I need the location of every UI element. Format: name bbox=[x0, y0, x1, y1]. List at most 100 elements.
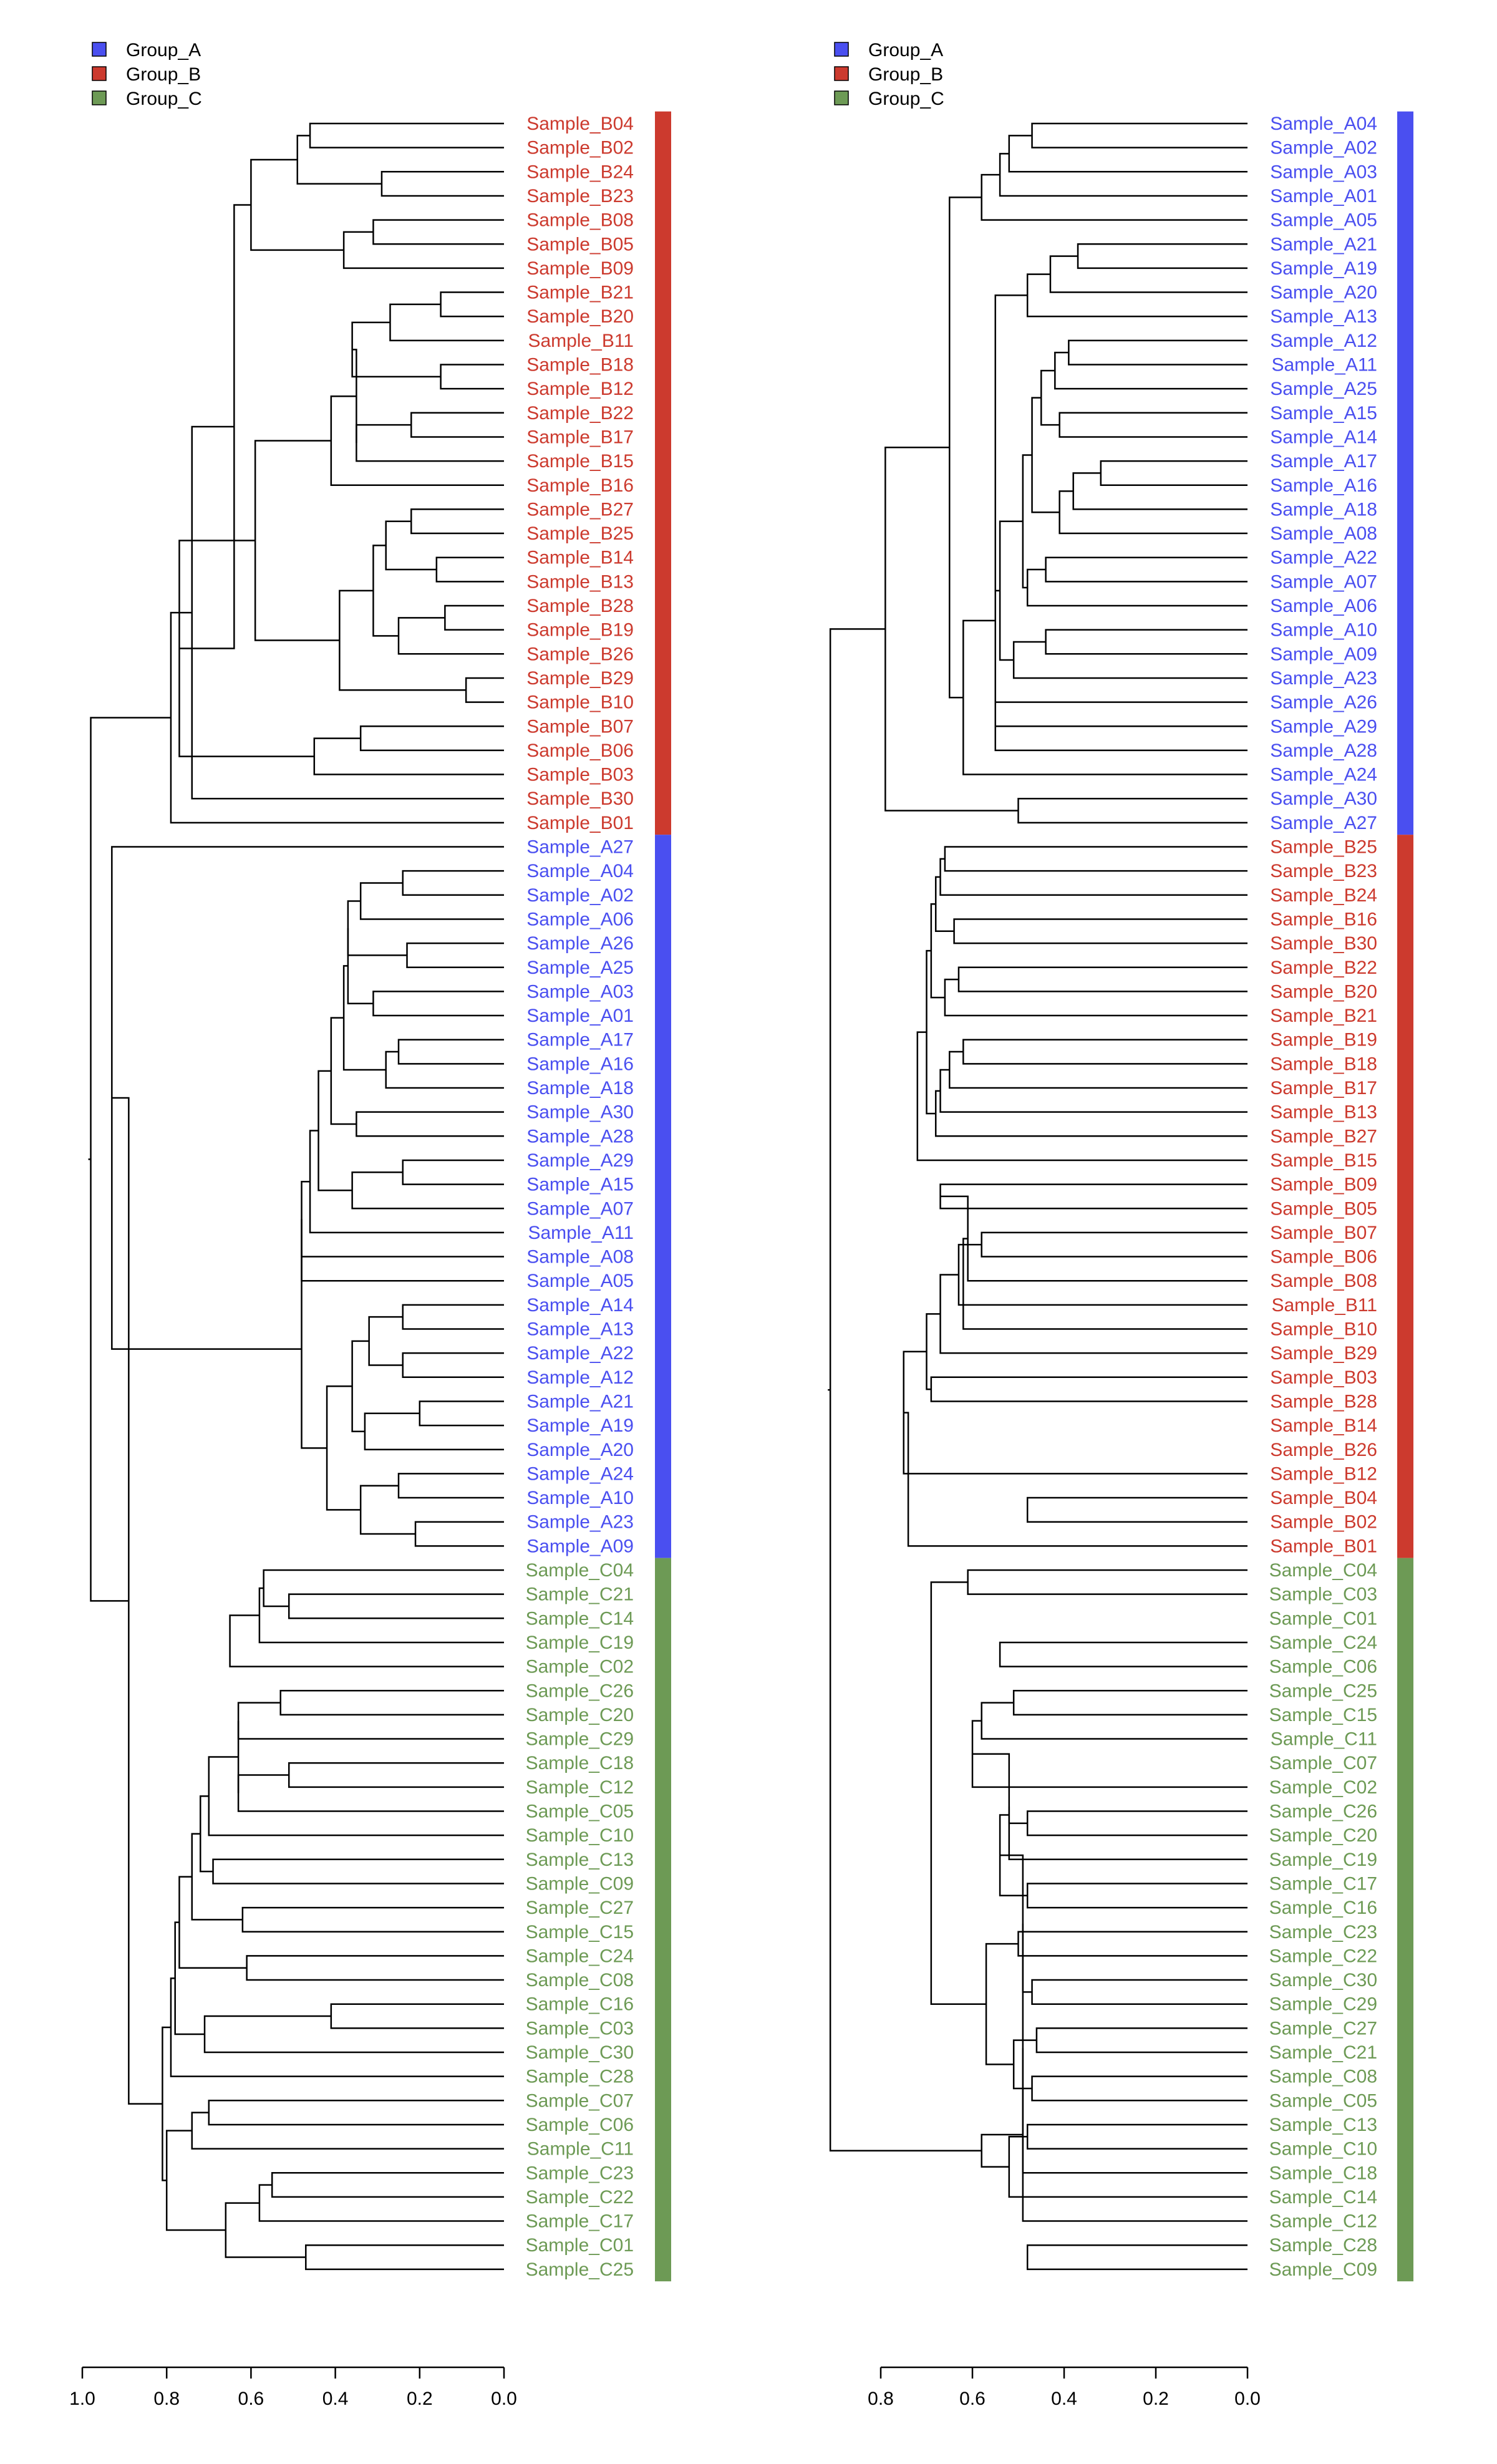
dendrogram-link bbox=[191, 2112, 504, 2150]
dendrogram-link bbox=[903, 1351, 1248, 1475]
dendrogram-link bbox=[301, 1180, 504, 1258]
group-bar-segment bbox=[655, 111, 671, 835]
leaf-label: Sample_B27 bbox=[526, 499, 634, 520]
dendrogram-link bbox=[191, 425, 504, 800]
leaf-label: Sample_B13 bbox=[1270, 1102, 1377, 1123]
dendrogram-link bbox=[440, 364, 504, 390]
dendrogram-link bbox=[972, 1753, 1248, 1861]
leaf-label: Sample_C09 bbox=[1269, 2259, 1377, 2280]
leaf-label: Sample_B28 bbox=[1270, 1391, 1377, 1412]
leaf-label: Sample_C02 bbox=[526, 1657, 634, 1677]
leaf-label: Sample_C23 bbox=[1269, 1922, 1377, 1943]
leaf-label: Sample_A04 bbox=[526, 861, 634, 881]
leaf-label: Sample_A20 bbox=[1270, 283, 1377, 303]
dendrogram-link bbox=[225, 2202, 306, 2258]
dendrogram-link bbox=[364, 1412, 504, 1450]
leaf-label: Sample_B22 bbox=[1270, 958, 1377, 978]
dendrogram-link bbox=[962, 619, 1248, 775]
leaf-label: Sample_C11 bbox=[1271, 1729, 1377, 1750]
legend-item-group-a: Group_A bbox=[834, 40, 943, 61]
dendrogram-link bbox=[165, 2130, 226, 2231]
leaf-label: Sample_C16 bbox=[1269, 1898, 1377, 1918]
leaf-label: Sample_A30 bbox=[1270, 788, 1377, 809]
leaf-label: Sample_B07 bbox=[526, 716, 634, 737]
dendrogram-link bbox=[356, 424, 504, 462]
dendrogram-link bbox=[1072, 472, 1248, 510]
dendrogram-link bbox=[435, 556, 504, 583]
dendrogram-link bbox=[402, 1159, 504, 1185]
dendrogram-link bbox=[1026, 1883, 1248, 1909]
leaf-label: Sample_A01 bbox=[526, 1006, 634, 1026]
dendrogram-link bbox=[368, 1316, 403, 1366]
leaf-label: Sample_C14 bbox=[526, 1608, 634, 1629]
dendrogram-link bbox=[930, 1581, 987, 2005]
dendrogram-link bbox=[1026, 2123, 1248, 2150]
leaf-label: Sample_A14 bbox=[1270, 427, 1377, 447]
leaf-label: Sample_B15 bbox=[1270, 1150, 1377, 1171]
legend-label-group-b: Group_B bbox=[868, 64, 943, 85]
leaf-label: Sample_C10 bbox=[1269, 2139, 1377, 2160]
leaf-label: Sample_A03 bbox=[1270, 162, 1377, 182]
leaf-label: Sample_A20 bbox=[526, 1440, 634, 1460]
right-dendrogram-panel: Group_A Group_B Group_C Sample_A04Sample… bbox=[828, 40, 1413, 2409]
dendrogram-link bbox=[1031, 1979, 1248, 2005]
legend: Group_A Group_B Group_C bbox=[92, 40, 202, 109]
dendrogram-link bbox=[1026, 1810, 1248, 1836]
dendrogram-link bbox=[351, 321, 441, 378]
leaf-label: Sample_A01 bbox=[1270, 186, 1377, 206]
dendrogram-link bbox=[170, 611, 504, 824]
leaf-label: Sample_A21 bbox=[526, 1391, 634, 1412]
leaf-label: Sample_C10 bbox=[526, 1825, 634, 1846]
dendrogram-link bbox=[903, 1412, 1248, 1547]
leaf-label: Sample_A21 bbox=[1270, 234, 1377, 255]
leaf-label: Sample_B08 bbox=[526, 210, 634, 231]
legend-item-group-a: Group_A bbox=[92, 40, 201, 61]
leaf-label: Sample_C23 bbox=[526, 2163, 634, 2183]
leaf-label: Sample_C05 bbox=[1269, 2090, 1377, 2111]
dendrogram-link bbox=[191, 1833, 243, 1921]
dendrogram-link bbox=[301, 1249, 327, 1449]
leaf-label: Sample_B11 bbox=[1271, 1295, 1377, 1316]
dendrogram-link bbox=[981, 1231, 1248, 1258]
dendrogram-link bbox=[279, 1690, 504, 1716]
leaf-label: Sample_C06 bbox=[526, 2115, 634, 2135]
dendrogram-link bbox=[309, 122, 504, 148]
legend-item-group-c: Group_C bbox=[834, 89, 944, 109]
leaf-label: Sample_A07 bbox=[1270, 571, 1377, 592]
dendrogram-link bbox=[981, 2133, 1023, 2168]
leaf-label: Sample_A30 bbox=[526, 1102, 634, 1123]
dendrogram-link bbox=[949, 196, 982, 699]
dendrogram-link bbox=[258, 1587, 504, 1644]
leaf-label: Sample_A29 bbox=[526, 1150, 634, 1171]
legend-swatch-group-b bbox=[92, 66, 107, 81]
x-tick-label: 1.0 bbox=[69, 2389, 95, 2409]
leaf-label: Sample_A17 bbox=[1270, 451, 1377, 472]
leaf-label: Sample_C03 bbox=[1269, 1584, 1377, 1605]
leaf-label: Sample_B02 bbox=[1270, 1512, 1377, 1533]
leaf-label: Sample_C30 bbox=[1269, 1970, 1377, 1991]
leaf-label: Sample_A24 bbox=[526, 1463, 634, 1484]
leaf-label: Sample_B18 bbox=[1270, 1054, 1377, 1074]
leaf-label: Sample_A19 bbox=[526, 1415, 634, 1436]
dendrogram-link bbox=[967, 1569, 1248, 1595]
dendrogram-link bbox=[999, 153, 1248, 197]
leaf-label: Sample_B10 bbox=[526, 692, 634, 713]
leaf-label: Sample_C08 bbox=[526, 1970, 634, 1991]
dendrogram-link bbox=[994, 490, 1248, 752]
x-tick-label: 0.8 bbox=[868, 2389, 894, 2409]
group-bar-segment bbox=[655, 1558, 671, 2282]
dendrogram-link bbox=[351, 1171, 504, 1210]
group-bar-segment bbox=[655, 835, 671, 1558]
leaf-label: Sample_B10 bbox=[1270, 1319, 1377, 1340]
leaf-label: Sample_A18 bbox=[526, 1078, 634, 1099]
leaf-label: Sample_B09 bbox=[526, 258, 634, 279]
leaf-label: Sample_A08 bbox=[1270, 523, 1377, 544]
dendrogram-link bbox=[397, 1473, 504, 1499]
dendrogram-link bbox=[1026, 1496, 1248, 1523]
dendrogram-link bbox=[939, 1183, 1248, 1210]
dendrogram-link bbox=[352, 349, 357, 444]
leaf-label: Sample_B06 bbox=[526, 740, 634, 761]
dendrogram-link bbox=[1035, 2027, 1248, 2054]
dendrogram-link bbox=[1054, 351, 1248, 390]
leaf-label: Sample_A27 bbox=[1270, 813, 1377, 833]
